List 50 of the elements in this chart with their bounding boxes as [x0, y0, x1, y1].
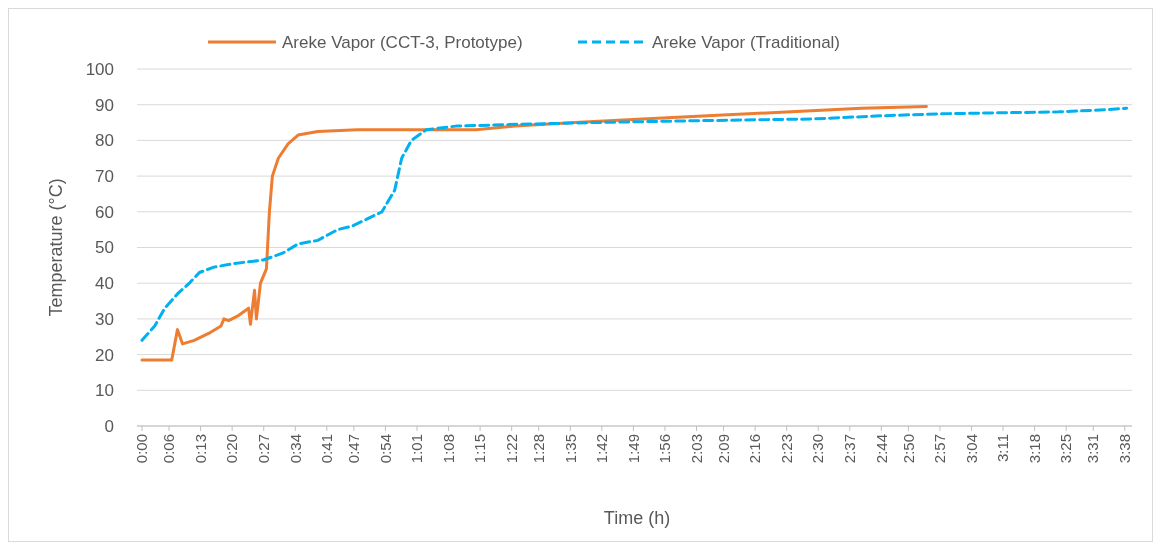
y-tick-label: 0 — [104, 416, 114, 436]
x-tick-label: 0:13 — [191, 434, 209, 464]
legend-label: Areke Vapor (Traditional) — [652, 32, 841, 52]
x-tick-label: 1:01 — [408, 434, 426, 464]
x-tick-label: 1:49 — [624, 434, 642, 464]
x-tick-label: 1:28 — [529, 434, 547, 464]
x-tick-label: 1:35 — [561, 434, 579, 464]
x-tick-label: 3:31 — [1084, 434, 1102, 464]
x-tick-label: 1:56 — [656, 434, 674, 464]
y-tick-label: 100 — [85, 59, 114, 79]
x-tick-label: 3:18 — [1025, 434, 1043, 464]
x-tick-label: 0:00 — [133, 434, 151, 464]
line-series — [140, 106, 1129, 342]
x-tick-label: 0:54 — [376, 434, 394, 464]
y-tick-label: 20 — [95, 345, 114, 365]
x-tick-label: 2:44 — [872, 434, 890, 464]
x-tick-label: 3:25 — [1057, 434, 1075, 464]
y-tick-label: 60 — [95, 202, 114, 222]
y-tick-label: 80 — [95, 131, 114, 151]
x-tick-label: 2:57 — [931, 434, 949, 464]
x-tick-label: 1:15 — [471, 434, 489, 464]
x-tick-label: 2:37 — [841, 434, 859, 464]
x-tick-label: 2:23 — [777, 434, 795, 464]
x-tick-label: 3:38 — [1116, 434, 1134, 464]
y-tick-label: 70 — [95, 167, 114, 187]
x-tick-label: 2:09 — [714, 434, 732, 464]
x-tick-label: 0:06 — [160, 434, 178, 464]
x-tick-label: 0:27 — [254, 434, 272, 464]
x-tick-label: 2:03 — [687, 434, 705, 464]
x-tick-label: 3:04 — [962, 434, 980, 464]
y-tick-label: 90 — [95, 95, 114, 115]
x-tick-label: 1:08 — [439, 434, 457, 464]
x-tick-label: 0:47 — [345, 434, 363, 464]
x-tick-label: 1:42 — [593, 434, 611, 464]
y-tick-label: 10 — [95, 381, 114, 401]
x-tick-label: 0:41 — [318, 434, 336, 464]
y-tick-label: 30 — [95, 309, 114, 329]
x-tick-label: 2:16 — [746, 434, 764, 464]
x-tick-label: 2:50 — [899, 434, 917, 464]
y-axis-title: Temperature (°C) — [46, 178, 66, 317]
x-tick-label: 0:34 — [286, 434, 304, 464]
legend-label: Areke Vapor (CCT-3, Prototype) — [282, 32, 523, 52]
line-series — [140, 104, 928, 362]
x-tick-label: 0:20 — [223, 434, 241, 464]
x-axis-title: Time (h) — [603, 508, 671, 528]
y-tick-label: 40 — [95, 274, 114, 294]
x-tick-label: 1:22 — [502, 434, 520, 464]
x-tick-label: 3:11 — [994, 434, 1012, 463]
x-tick-label: 2:30 — [809, 434, 827, 464]
y-tick-label: 50 — [95, 238, 114, 258]
